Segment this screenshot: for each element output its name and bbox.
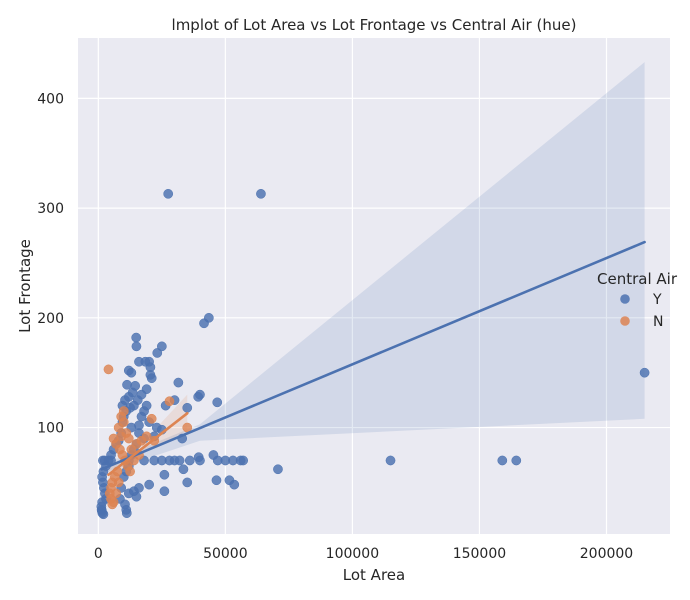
scatter-points bbox=[96, 188, 650, 520]
y-tick-label: 100 bbox=[37, 421, 64, 437]
data-point-n bbox=[118, 406, 129, 416]
legend-title: Central Air bbox=[597, 270, 678, 288]
data-point-y bbox=[131, 341, 142, 352]
data-point-y bbox=[182, 477, 193, 488]
x-tick-label: 200000 bbox=[580, 546, 633, 562]
data-point-y bbox=[163, 188, 174, 199]
data-point-y bbox=[144, 479, 154, 490]
data-point-y bbox=[182, 402, 193, 413]
data-point-y bbox=[208, 450, 219, 460]
fit-line-n bbox=[107, 411, 189, 477]
data-point-n bbox=[146, 413, 157, 424]
data-point-y bbox=[511, 455, 522, 466]
y-axis-label: Lot Frontage bbox=[16, 239, 34, 333]
data-point-y bbox=[212, 397, 223, 408]
data-point-y bbox=[193, 391, 204, 402]
data-point-n bbox=[113, 477, 124, 488]
data-point-n bbox=[125, 466, 135, 477]
data-point-y bbox=[273, 464, 283, 475]
legend: Central Air YN bbox=[597, 270, 678, 330]
data-point-y bbox=[131, 491, 142, 502]
data-point-y bbox=[152, 348, 163, 358]
data-point-y bbox=[199, 318, 209, 329]
x-tick-label: 0 bbox=[94, 546, 103, 562]
legend-label-n: N bbox=[653, 314, 663, 330]
data-point-y bbox=[229, 479, 240, 490]
data-point-y bbox=[159, 486, 170, 497]
x-tick-labels: 0 50000 100000 150000 200000 bbox=[94, 546, 633, 562]
y-tick-label: 200 bbox=[37, 311, 64, 327]
data-point-n bbox=[107, 499, 118, 510]
x-tick-label: 150000 bbox=[453, 546, 506, 562]
data-point-y bbox=[238, 455, 249, 466]
y-tick-label: 300 bbox=[37, 201, 64, 217]
data-point-y bbox=[159, 469, 170, 480]
data-point-y bbox=[173, 377, 184, 388]
data-point-y bbox=[256, 188, 266, 199]
data-point-y bbox=[121, 508, 132, 519]
data-point-y bbox=[184, 455, 195, 466]
fit-line-y bbox=[100, 240, 646, 471]
chart-title: lmplot of Lot Area vs Lot Frontage vs Ce… bbox=[172, 16, 577, 34]
data-point-y bbox=[122, 379, 132, 390]
data-point-y bbox=[126, 367, 137, 378]
x-axis-label: Lot Area bbox=[343, 566, 405, 584]
data-point-y bbox=[141, 400, 152, 411]
data-point-y bbox=[211, 475, 222, 486]
data-point-y bbox=[130, 381, 141, 391]
legend-marker-y bbox=[620, 294, 630, 304]
data-point-n bbox=[164, 396, 175, 407]
data-point-n bbox=[116, 431, 127, 442]
data-point-n bbox=[141, 431, 152, 442]
data-point-y bbox=[174, 455, 185, 466]
data-point-y bbox=[98, 509, 109, 520]
data-point-y bbox=[639, 367, 650, 378]
data-point-y bbox=[385, 455, 396, 466]
data-point-y bbox=[178, 464, 189, 475]
y-tick-label: 400 bbox=[37, 91, 64, 107]
data-point-n bbox=[111, 488, 121, 499]
x-tick-label: 50000 bbox=[203, 546, 248, 562]
data-point-y bbox=[131, 332, 142, 343]
legend-label-y: Y bbox=[652, 292, 662, 308]
data-point-y bbox=[146, 373, 157, 384]
data-point-n bbox=[118, 417, 129, 427]
data-point-n bbox=[103, 364, 114, 375]
data-point-y bbox=[193, 452, 204, 463]
grid bbox=[78, 38, 670, 534]
y-tick-labels: 100 200 300 400 bbox=[37, 91, 64, 436]
regression-lines bbox=[100, 240, 646, 477]
data-point-y bbox=[497, 455, 508, 466]
x-tick-label: 100000 bbox=[326, 546, 379, 562]
legend-marker-n bbox=[620, 316, 630, 326]
plot-area bbox=[78, 38, 670, 534]
ci-band-y bbox=[101, 62, 645, 474]
